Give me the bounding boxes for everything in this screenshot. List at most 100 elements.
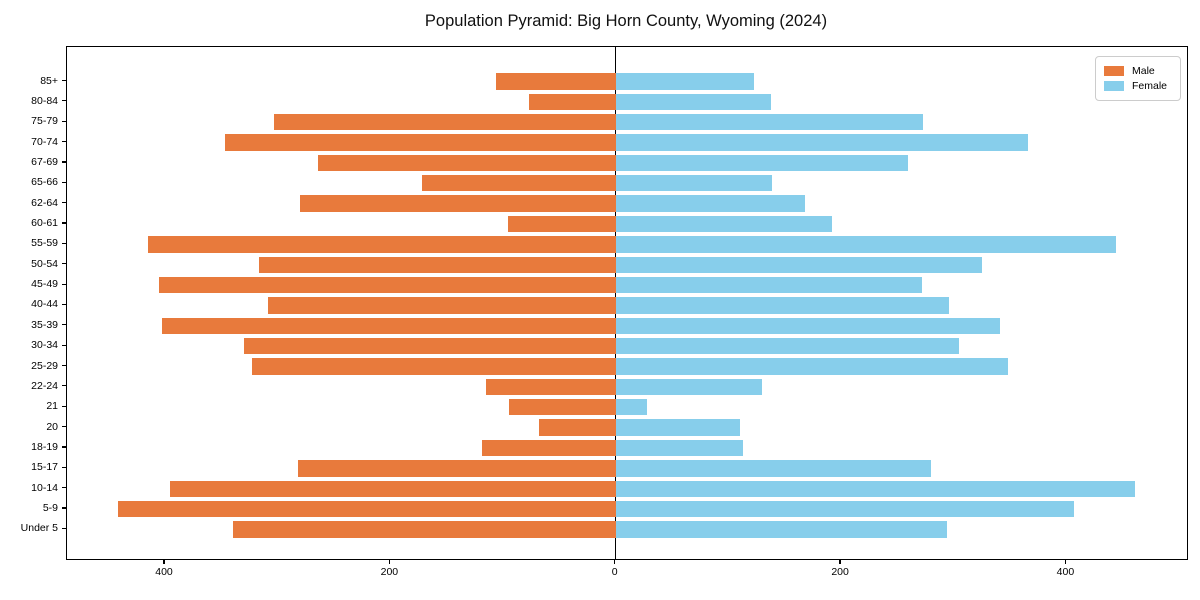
y-tick-mark (62, 507, 66, 509)
x-tick-mark (1064, 559, 1067, 564)
y-tick-mark (62, 100, 66, 102)
legend-label-female: Female (1132, 79, 1168, 92)
y-tick-mark (62, 283, 66, 285)
y-tick-mark (62, 120, 66, 122)
female-bar (615, 256, 982, 273)
y-tick-mark (62, 364, 66, 367)
female-bar (615, 73, 755, 90)
female-bar (615, 276, 923, 294)
y-tick-mark (62, 344, 66, 346)
female-bar (615, 154, 908, 172)
y-tick-mark (62, 79, 66, 82)
y-tick-label: 67-69 (31, 155, 58, 168)
y-tick-label: 21 (46, 400, 58, 413)
female-bar (615, 236, 1116, 253)
chart-title: Population Pyramid: Big Horn County, Wyo… (424, 12, 828, 30)
y-tick-label: 15-17 (31, 461, 58, 474)
male-bar (421, 175, 616, 192)
legend-entry-female: Female (1104, 78, 1172, 93)
female-bar (615, 521, 947, 538)
y-tick-mark (62, 140, 66, 143)
male-bar (232, 521, 616, 538)
male-bar (297, 460, 616, 477)
y-tick-label: 50-54 (31, 257, 58, 270)
male-bar (117, 500, 616, 518)
y-tick-label: 40-44 (31, 298, 58, 311)
y-tick-mark (62, 426, 66, 428)
y-tick-mark (62, 405, 66, 407)
female-bar (615, 378, 763, 396)
female-bar (615, 215, 833, 233)
female-bar (615, 399, 648, 416)
x-tick-label: 400 (1056, 566, 1075, 578)
male-swatch-icon (1104, 65, 1124, 76)
y-tick-label: 62-64 (31, 196, 58, 209)
y-tick-mark (62, 181, 66, 183)
y-tick-mark (62, 263, 66, 265)
y-tick-label: 55-59 (31, 237, 58, 250)
y-tick-label: 60-61 (31, 217, 58, 230)
female-bar (615, 337, 960, 355)
y-tick-label: 45-49 (31, 278, 58, 291)
male-bar (251, 358, 616, 375)
x-tick-label: 0 (611, 566, 618, 578)
y-tick-mark (62, 466, 66, 468)
y-tick-label: 20 (46, 420, 58, 433)
y-tick-label: 10-14 (31, 481, 58, 494)
male-bar (243, 337, 616, 355)
y-tick-label: 75-79 (31, 115, 58, 128)
male-bar (318, 154, 616, 172)
male-bar (224, 134, 616, 151)
y-tick-mark (62, 446, 66, 448)
y-tick-label: 25-29 (31, 359, 58, 372)
x-tick-mark (163, 559, 165, 564)
male-bar (486, 378, 616, 396)
y-tick-label: 65-66 (31, 176, 58, 189)
male-bar (161, 317, 616, 334)
y-tick-label: 30-34 (31, 339, 58, 352)
male-bar (507, 215, 616, 233)
female-bar (615, 297, 950, 314)
x-tick-label: 200 (380, 566, 399, 578)
y-tick-mark (62, 222, 66, 224)
y-tick-label: 35-39 (31, 318, 58, 331)
x-tick-mark (388, 559, 390, 564)
male-bar (528, 93, 616, 111)
female-bar (615, 93, 772, 111)
legend-entry-male: Male (1104, 63, 1172, 78)
female-bar (615, 195, 805, 212)
male-bar (481, 439, 616, 457)
male-bar (539, 419, 616, 436)
plot-area: Male Female (66, 46, 1188, 560)
female-bar (615, 500, 1075, 518)
y-tick-mark (62, 385, 66, 387)
female-bar (615, 114, 924, 131)
male-bar (258, 256, 616, 273)
female-bar (615, 317, 1000, 334)
female-bar (615, 439, 744, 457)
y-tick-mark (62, 161, 66, 163)
male-bar (300, 195, 616, 212)
legend-label-male: Male (1132, 64, 1155, 77)
female-bar (615, 460, 932, 477)
female-swatch-icon (1104, 80, 1124, 91)
y-tick-mark (62, 527, 66, 529)
x-tick-mark (614, 559, 616, 564)
male-bar (267, 297, 616, 314)
y-tick-label: 18-19 (31, 440, 58, 453)
female-bar (615, 419, 740, 436)
y-tick-mark (62, 324, 66, 326)
x-tick-mark (839, 559, 841, 564)
y-tick-label: 5-9 (42, 502, 58, 515)
y-tick-mark (62, 303, 66, 306)
male-bar (508, 399, 616, 416)
female-bar (615, 480, 1136, 497)
y-tick-label: 70-74 (31, 135, 58, 148)
y-tick-mark (62, 202, 66, 204)
female-bar (615, 134, 1029, 151)
female-bar (615, 358, 1008, 375)
male-bar (148, 236, 616, 253)
y-tick-label: 80-84 (31, 94, 58, 107)
y-tick-label: Under 5 (20, 522, 58, 535)
